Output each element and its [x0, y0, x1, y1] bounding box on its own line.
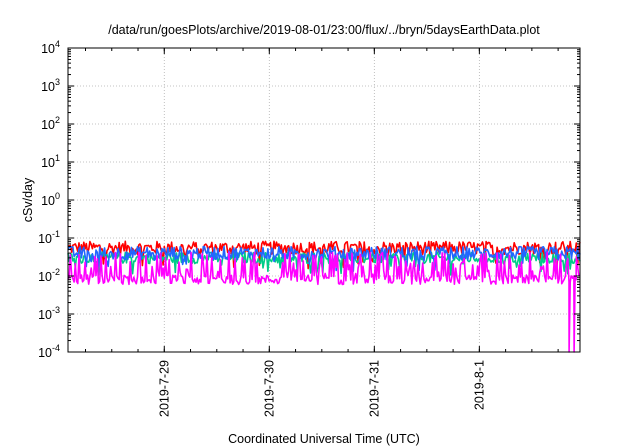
- x-tick-label: 2019-7-31: [367, 360, 381, 417]
- chart-title: /data/run/goesPlots/archive/2019-08-01/2…: [108, 23, 540, 37]
- y-tick-label: 104: [41, 39, 60, 56]
- y-tick-label: 10-4: [38, 343, 60, 360]
- series-layer: [67, 240, 581, 353]
- y-tick-label: 103: [41, 77, 60, 94]
- y-tick-label: 10-2: [38, 267, 60, 284]
- x-tick-label: 2019-7-29: [157, 360, 171, 417]
- y-tick-label: 100: [41, 191, 60, 208]
- series-line: [67, 251, 581, 353]
- x-axis-label: Coordinated Universal Time (UTC): [228, 432, 420, 446]
- x-tick-label: 2019-8-1: [472, 360, 486, 410]
- y-axis: 10-4 10-3 10-2 10-1 100 101 102 103 104: [38, 39, 580, 360]
- grid: [68, 48, 580, 352]
- x-axis: 2019-7-29 2019-7-30 2019-7-31 2019-8-1: [85, 48, 559, 417]
- x-tick-label: 2019-7-30: [262, 360, 276, 417]
- series-line: [67, 245, 581, 273]
- y-tick-label: 10-1: [38, 229, 60, 246]
- y-tick-label: 102: [41, 115, 60, 132]
- y-tick-label: 10-3: [38, 305, 60, 322]
- y-tick-label: 101: [41, 153, 60, 170]
- y-axis-label: cSv/day: [21, 177, 35, 222]
